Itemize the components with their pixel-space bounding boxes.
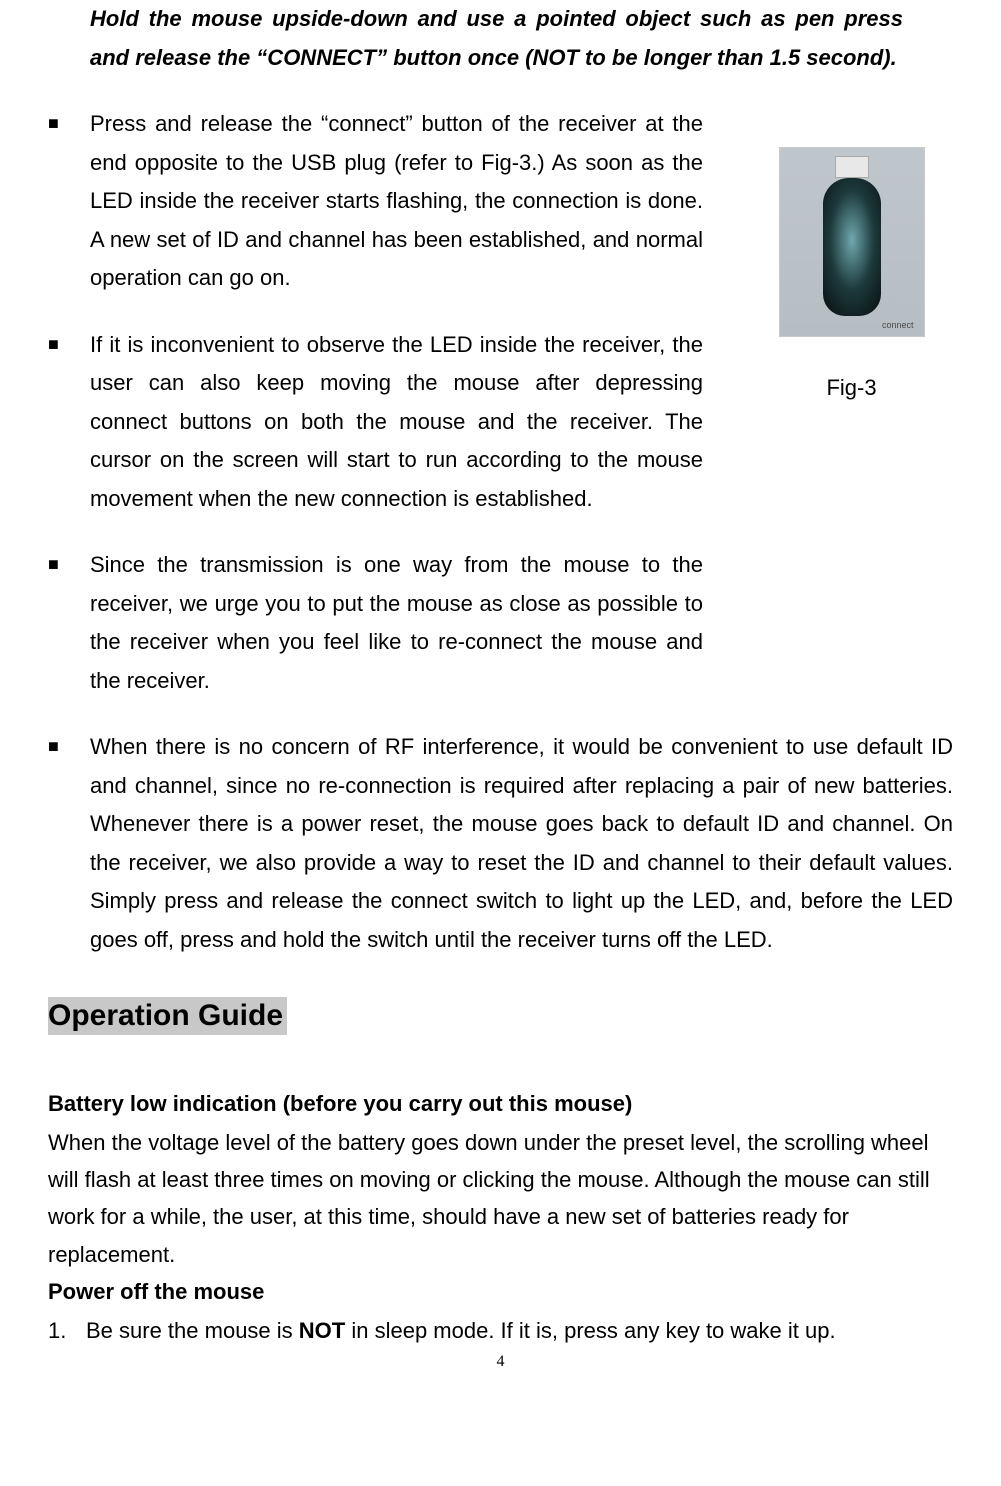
list-item: ■ Since the transmission is one way from… [48, 546, 953, 700]
text-prefix: Be sure the mouse is [86, 1318, 299, 1343]
list-item: ■ When there is no concern of RF interfe… [48, 728, 953, 959]
figure-caption: Fig-3 [764, 375, 939, 401]
power-off-heading: Power off the mouse [48, 1273, 953, 1312]
numbered-item: 1. Be sure the mouse is NOT in sleep mod… [48, 1312, 953, 1349]
battery-low-text: When the voltage level of the battery go… [48, 1124, 953, 1274]
battery-low-heading: Battery low indication (before you carry… [48, 1085, 953, 1124]
square-bullet-icon: ■ [48, 546, 90, 700]
bullet-text: When there is no concern of RF interfere… [90, 728, 953, 959]
connect-label: connect [882, 320, 914, 330]
figure-3: connect Fig-3 [764, 147, 939, 401]
operation-guide-heading: Operation Guide [48, 997, 287, 1035]
page-number: 4 [48, 1353, 953, 1371]
usb-body-shape [823, 178, 881, 316]
square-bullet-icon: ■ [48, 105, 90, 298]
intro-paragraph: Hold the mouse upside-down and use a poi… [90, 0, 903, 77]
text-bold: NOT [299, 1318, 345, 1343]
number-marker: 1. [48, 1312, 86, 1349]
square-bullet-icon: ■ [48, 728, 90, 959]
bullet-text: Since the transmission is one way from t… [90, 546, 953, 700]
text-suffix: in sleep mode. If it is, press any key t… [345, 1318, 835, 1343]
receiver-illustration: connect [779, 147, 925, 337]
numbered-text: Be sure the mouse is NOT in sleep mode. … [86, 1312, 836, 1349]
section-heading-wrapper: Operation Guide [48, 987, 953, 1085]
document-page: Hold the mouse upside-down and use a poi… [0, 0, 1001, 1391]
square-bullet-icon: ■ [48, 326, 90, 519]
usb-tip-shape [835, 156, 869, 178]
